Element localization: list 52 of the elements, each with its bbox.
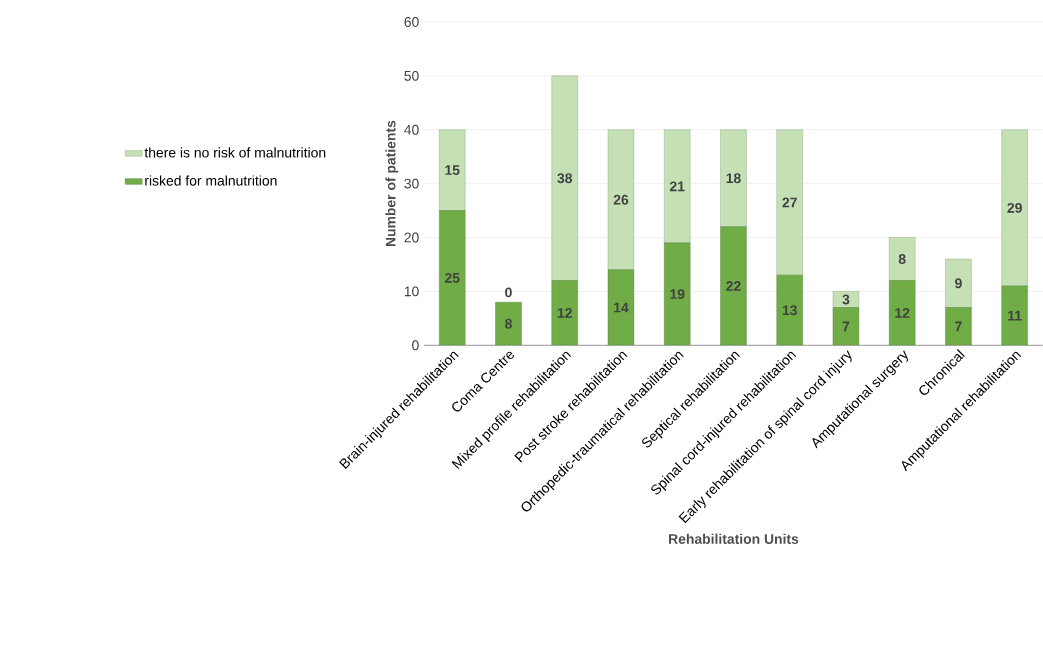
data-label: 18 — [726, 173, 741, 184]
bar — [439, 129, 466, 211]
bar — [776, 129, 803, 276]
data-label: 8 — [898, 254, 906, 265]
data-label: 19 — [670, 289, 685, 300]
bar — [551, 75, 578, 281]
data-label: 12 — [895, 308, 910, 318]
bar — [495, 302, 522, 346]
bar — [889, 237, 916, 281]
y-tick-label: 60 — [404, 17, 419, 28]
data-label: 12 — [557, 308, 572, 318]
bar — [720, 226, 747, 346]
bar — [439, 210, 466, 346]
data-label: 9 — [955, 278, 962, 289]
data-label: 11 — [1008, 311, 1022, 321]
bar — [889, 280, 916, 346]
legend-label: there is no risk of malnutrition — [144, 147, 326, 158]
y-tick-label: 50 — [404, 71, 419, 81]
bar — [664, 242, 691, 346]
bar — [776, 275, 803, 346]
bar — [1001, 129, 1028, 287]
bar — [832, 291, 860, 308]
data-label: 15 — [445, 165, 460, 176]
data-label: 27 — [782, 197, 797, 208]
y-tick-label: 40 — [404, 124, 419, 135]
y-tick-label: 10 — [404, 286, 419, 297]
data-label: 38 — [557, 173, 573, 184]
y-tick-label: 30 — [404, 178, 419, 189]
x-axis-title: Rehabilitation Units — [669, 533, 799, 545]
data-label: 8 — [505, 318, 512, 329]
data-label: 0 — [505, 287, 512, 298]
data-label: 25 — [444, 273, 460, 284]
data-label: 26 — [613, 195, 629, 205]
data-label: 7 — [842, 321, 850, 332]
data-label: 3 — [842, 294, 850, 305]
bar — [945, 259, 972, 308]
y-tick-label: 20 — [404, 232, 419, 243]
bar — [607, 129, 635, 271]
data-label: 13 — [782, 305, 797, 316]
y-tick-label: 0 — [412, 340, 419, 351]
y-axis-title: Number of patients — [385, 120, 399, 247]
bar — [664, 129, 691, 244]
data-label: 22 — [726, 281, 741, 292]
bar — [945, 307, 972, 346]
data-label: 21 — [669, 181, 685, 192]
bar — [1001, 285, 1028, 346]
bar — [720, 129, 747, 228]
legend-label: risked for malnutrition — [145, 175, 277, 186]
data-label: 29 — [1007, 203, 1022, 213]
bar — [551, 280, 578, 346]
data-label: 14 — [614, 302, 629, 313]
data-label: 7 — [955, 321, 962, 332]
